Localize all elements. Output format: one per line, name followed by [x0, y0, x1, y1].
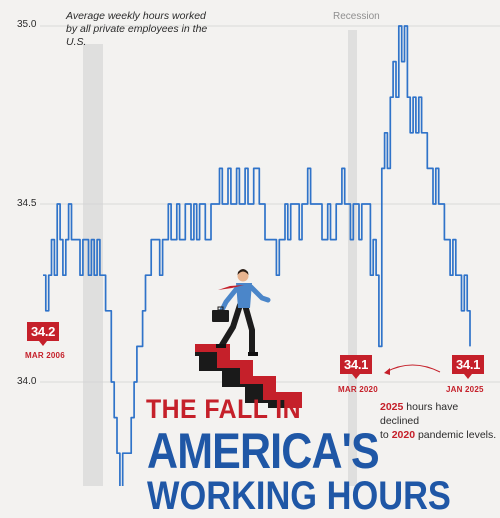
y-tick-label: 35.0 — [17, 19, 37, 30]
note-year-2020: 2020 — [391, 429, 416, 441]
date-label-2025: JAN 2025 — [446, 385, 484, 394]
shoe-icon — [248, 352, 258, 356]
comparison-arrowhead — [384, 368, 390, 375]
tie-icon — [218, 285, 244, 290]
recession-label: Recession — [333, 11, 380, 22]
gridlines — [40, 25, 500, 383]
head-icon — [237, 270, 249, 282]
value-badge-start: 34.2 — [27, 322, 60, 346]
recession-band-2008 — [83, 44, 103, 486]
recession-band-2020 — [348, 30, 357, 486]
date-label-2020: MAR 2020 — [338, 385, 378, 394]
y-tick-label: 34.5 — [17, 198, 37, 209]
y-tick-label: 34.0 — [17, 376, 37, 387]
series-line — [43, 25, 471, 486]
stairs-icon — [195, 344, 302, 408]
briefcase-handle-icon — [217, 306, 224, 311]
value-badge-2020: 34.1 — [340, 355, 373, 379]
shoe-icon — [216, 344, 226, 348]
value-badge-2025: 34.1 — [452, 355, 485, 379]
date-label-start: MAR 2006 — [25, 351, 65, 360]
note-year-2025: 2025 — [380, 401, 404, 413]
leg-icon — [219, 302, 243, 348]
title-line-2: AMERICA'S — [147, 423, 380, 479]
torso-icon — [236, 283, 252, 308]
leg-icon — [242, 302, 255, 355]
note-text: pandemic levels. — [415, 429, 497, 441]
title-line-1: THE FALL IN — [146, 394, 302, 424]
briefcase-icon — [212, 310, 229, 322]
chart-area — [40, 25, 500, 486]
comparison-note: 2025 hours have declined to 2020 pandemi… — [380, 400, 498, 442]
hair-icon — [237, 269, 249, 275]
comparison-arrow — [385, 364, 441, 373]
chart-subtitle: Average weekly hours worked by all priva… — [66, 10, 208, 48]
title-line-3: WORKING HOURS — [147, 474, 451, 518]
arm-icon — [219, 284, 241, 313]
note-text: hours have declined — [380, 401, 459, 427]
note-text: to — [380, 429, 392, 441]
businessman-climbing-stairs-illustration — [195, 269, 302, 408]
arm-icon — [248, 284, 271, 303]
stairs-shadow-icon — [195, 352, 286, 408]
